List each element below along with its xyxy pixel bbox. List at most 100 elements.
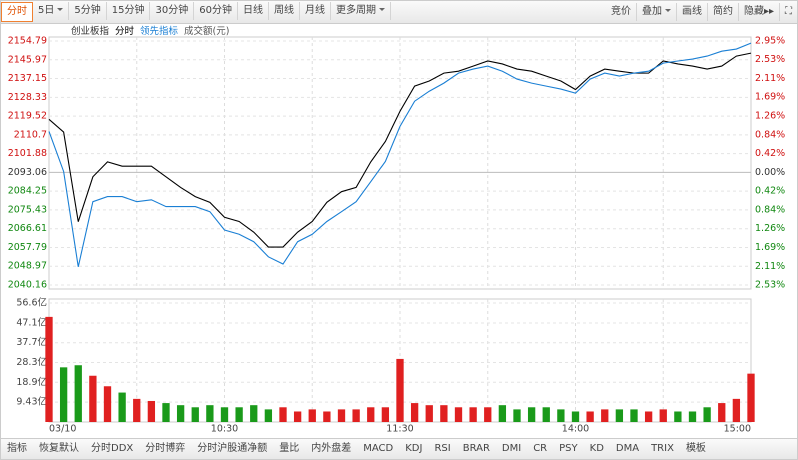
period-tabs: 分时 5日 5分钟 15分钟 30分钟 60分钟 日线 周线 月线 更多周期 bbox=[1, 2, 391, 22]
indicator-tab[interactable]: 恢复默认 bbox=[39, 443, 79, 454]
volume-bar bbox=[279, 407, 287, 422]
volume-label: 成交额(元) bbox=[184, 25, 229, 37]
volume-bar bbox=[176, 405, 185, 422]
indicator-bar: 指标 恢复默认 分时DDX 分时博弈 分时沪股通净额 量比 内外盘差 MACD KDJ RSI BR… bbox=[1, 438, 797, 459]
indicator-tab[interactable]: BRAR bbox=[462, 443, 490, 454]
y-tick-label: 2048.97 bbox=[8, 261, 47, 272]
indicator-tab[interactable]: 模板 bbox=[685, 443, 706, 454]
y-tick-label: 2119.52 bbox=[8, 111, 47, 122]
indicator-tab[interactable]: DMI bbox=[501, 443, 522, 454]
indicator-tab[interactable]: 量比 bbox=[279, 443, 300, 454]
volume-bar bbox=[601, 409, 609, 422]
period-tab[interactable]: 15分钟 bbox=[107, 2, 151, 20]
volume-bar bbox=[498, 405, 507, 422]
y-tick-label: 2066.61 bbox=[8, 223, 47, 234]
y2-tick-label: 0.42% bbox=[755, 148, 785, 159]
volume-bar bbox=[323, 411, 331, 422]
volume-bar bbox=[615, 409, 624, 422]
period-tab[interactable]: 月线 bbox=[300, 2, 331, 20]
volume-bar bbox=[308, 409, 316, 422]
period-tab[interactable]: 60分钟 bbox=[194, 2, 238, 20]
indicator-tab[interactable]: 分时沪股通净额 bbox=[197, 443, 268, 454]
price-line bbox=[48, 42, 752, 267]
fullscreen-icon[interactable]: ⛶ bbox=[785, 6, 792, 17]
toolbar: 分时 5日 5分钟 15分钟 30分钟 60分钟 日线 周线 月线 更多周期 竞价 叠加 画线 简约 隐藏… bbox=[1, 1, 797, 24]
y-tick-label: 2154.79 bbox=[8, 36, 47, 47]
y-tick-label: 2145.97 bbox=[8, 54, 47, 65]
period-tab[interactable]: 分时 bbox=[1, 2, 33, 22]
period-tab[interactable]: 30分钟 bbox=[150, 2, 195, 20]
volume-bar bbox=[440, 405, 448, 422]
indicator-tab[interactable]: RSI bbox=[434, 443, 451, 454]
volume-bar bbox=[337, 409, 346, 422]
y-tick-label: 2110.7 bbox=[14, 129, 47, 140]
y-tick-label: 9.43亿 bbox=[16, 396, 47, 408]
volume-bar bbox=[425, 405, 433, 422]
volume-bar bbox=[454, 407, 463, 422]
volume-bar bbox=[659, 409, 667, 422]
indicator-tab[interactable]: MACD bbox=[363, 443, 394, 454]
y2-tick-label: 0.00% bbox=[755, 167, 785, 178]
volume-bar bbox=[410, 403, 419, 422]
indicator-tab[interactable]: CR bbox=[533, 443, 548, 454]
volume-bar bbox=[220, 407, 229, 422]
volume-bar bbox=[469, 407, 477, 422]
indicator-tab[interactable]: PSY bbox=[559, 443, 578, 454]
volume-bar bbox=[484, 407, 492, 422]
tool-button[interactable]: 画线 bbox=[677, 3, 708, 21]
y-tick-label: 2075.43 bbox=[8, 204, 47, 215]
tool-button[interactable]: 叠加 bbox=[637, 3, 677, 21]
volume-bar bbox=[235, 407, 243, 422]
volume-bar bbox=[293, 411, 302, 422]
volume-bar bbox=[381, 407, 390, 422]
y-tick-label: 28.3亿 bbox=[16, 356, 47, 368]
indicator-tab[interactable]: 指标 bbox=[7, 443, 27, 454]
y2-tick-label: 2.11% bbox=[755, 73, 785, 84]
volume-bar bbox=[89, 375, 97, 422]
period-tab[interactable]: 周线 bbox=[269, 2, 300, 20]
indicator-tab[interactable]: DMA bbox=[615, 443, 640, 454]
indicator-tab[interactable]: TRIX bbox=[651, 443, 674, 454]
y2-tick-label: 1.26% bbox=[755, 111, 785, 122]
volume-bar bbox=[747, 373, 755, 422]
y2-tick-label: 1.26% bbox=[755, 223, 785, 234]
x-tick-label: 11:30 bbox=[386, 424, 413, 435]
x-tick-label: 15:00 bbox=[724, 424, 751, 435]
volume-bar bbox=[162, 403, 170, 422]
index-name: 创业板指 bbox=[71, 25, 110, 37]
legend-entry: 分时 bbox=[115, 25, 135, 37]
y-tick-label: 2101.88 bbox=[8, 148, 47, 159]
volume-bar bbox=[74, 365, 82, 422]
tool-button[interactable]: 隐藏▸▸ bbox=[739, 3, 780, 21]
volume-bar bbox=[206, 405, 214, 422]
volume-bar bbox=[147, 400, 156, 422]
period-tab[interactable]: 日线 bbox=[238, 2, 269, 20]
x-tick-label: 03/10 bbox=[49, 424, 76, 435]
tool-button[interactable]: 简约 bbox=[708, 3, 739, 21]
y2-tick-label: 2.53% bbox=[755, 280, 785, 291]
indicator-tab[interactable]: KD bbox=[589, 443, 604, 454]
period-tab[interactable]: 5分钟 bbox=[69, 2, 107, 20]
indicator-tab[interactable]: KDJ bbox=[405, 443, 423, 454]
x-tick-label: 10:30 bbox=[211, 424, 238, 435]
y2-tick-label: 2.95% bbox=[755, 36, 785, 47]
x-tick-label: 14:00 bbox=[562, 424, 589, 435]
period-tab[interactable]: 5日 bbox=[33, 2, 70, 20]
chart: 2154.79 2145.97 2137.15 2128.33 2119.52 2110.… bbox=[8, 25, 785, 435]
volume-bar bbox=[732, 398, 741, 422]
volume-bar bbox=[133, 398, 141, 422]
volume-bar bbox=[688, 411, 697, 422]
y2-tick-label: 2.11% bbox=[755, 261, 785, 272]
y2-tick-label: 1.69% bbox=[755, 242, 785, 253]
volume-bar bbox=[571, 411, 580, 422]
indicator-tab[interactable]: 内外盘差 bbox=[311, 443, 352, 454]
indicator-tab[interactable]: 分时DDX bbox=[91, 443, 134, 454]
volume-bar bbox=[191, 407, 199, 422]
period-tab[interactable]: 更多周期 bbox=[331, 2, 391, 20]
y-tick-label: 2128.33 bbox=[8, 92, 47, 103]
tool-button[interactable]: 竞价 bbox=[606, 3, 637, 21]
indicator-tab[interactable]: 分时博弈 bbox=[145, 443, 186, 454]
volume-bar bbox=[352, 409, 360, 422]
y-tick-label: 2137.15 bbox=[8, 73, 47, 84]
